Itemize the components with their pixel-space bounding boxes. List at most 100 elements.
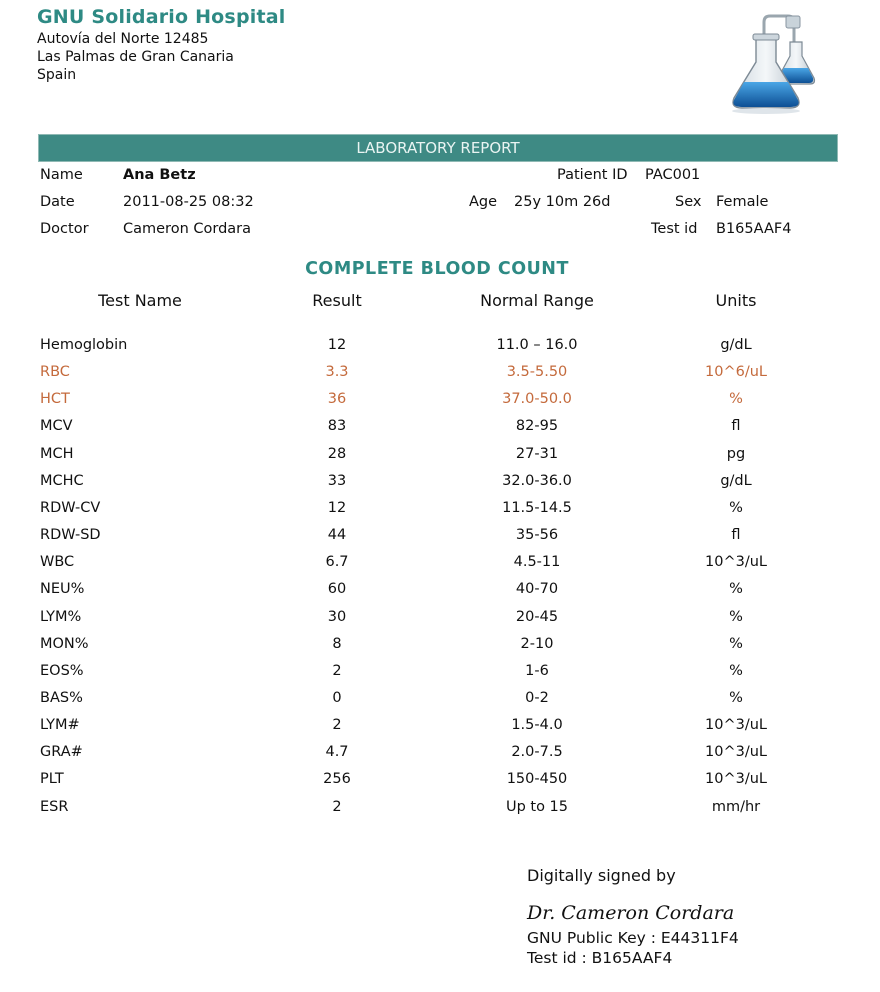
hospital-address-line-1: Autovía del Norte 12485 [37, 31, 209, 47]
signature-name: Dr. Cameron Cordara [527, 902, 735, 924]
result-cell: 2 [332, 662, 342, 679]
normal-range-cell: 40-70 [515, 581, 559, 598]
units-cell: % [729, 499, 743, 516]
date-label: Date [40, 194, 75, 210]
result-cell: 2 [332, 717, 342, 734]
units-cell: 10^3/uL [705, 554, 767, 571]
test-name-cell: EOS% [40, 662, 84, 679]
result-cell: 256 [323, 771, 351, 788]
normal-range-cell: 150-450 [506, 771, 568, 788]
table-row: WBC 6.7 4.5-11 10^3/uL [0, 554, 880, 581]
laboratory-flasks-icon [732, 14, 816, 114]
table-row: MCH 28 27-31 pg [0, 446, 880, 473]
result-cell: 36 [327, 391, 347, 408]
result-cell: 6.7 [325, 554, 349, 571]
table-row: GRA# 4.7 2.0-7.5 10^3/uL [0, 744, 880, 771]
normal-range-cell: 1-6 [525, 662, 549, 679]
test-name-cell: WBC [40, 554, 75, 571]
table-row: RDW-SD 44 35-56 fl [0, 527, 880, 554]
test-name-cell: HCT [40, 391, 70, 408]
test-name-cell: GRA# [40, 744, 83, 761]
hospital-name: GNU Solidario Hospital [37, 6, 286, 28]
normal-range-cell: 1.5-4.0 [511, 717, 563, 734]
result-cell: 12 [327, 337, 347, 353]
test-name-cell: PLT [40, 771, 64, 788]
units-cell: mm/hr [711, 798, 761, 815]
table-row: HCT 36 37.0-50.0% [0, 391, 880, 418]
test-id-value: B165AAF4 [716, 221, 792, 237]
test-name-cell: MCV [40, 418, 73, 435]
normal-range-cell: 37.0-50.0 [502, 391, 572, 408]
patient-id-value: PAC001 [645, 167, 701, 183]
result-cell: 33 [327, 472, 347, 489]
table-row: Hemoglobin 12 11.0 – 16.0 g/dL [0, 337, 880, 364]
normal-range-cell: 82-95 [515, 418, 559, 435]
normal-range-cell: 20-45 [515, 608, 559, 625]
hospital-address-line-3: Spain [37, 67, 77, 83]
normal-range-cell: 11.0 – 16.0 [496, 337, 578, 353]
test-name-cell: MCH [40, 445, 74, 462]
test-name-cell: MCHC [40, 472, 84, 489]
normal-range-cell: 11.5-14.5 [502, 499, 572, 516]
result-cell: 4.7 [325, 744, 349, 761]
result-cell: 12 [327, 499, 347, 516]
test-name-cell: RBC [40, 364, 70, 381]
patient-name: Ana Betz [123, 167, 196, 183]
sex-value: Female [716, 194, 769, 210]
result-cell: 44 [327, 527, 347, 544]
signature-public-key: GNU Public Key : E44311F4 [527, 929, 739, 947]
units-cell: % [729, 608, 743, 625]
result-cell: 60 [327, 581, 347, 598]
hospital-address-line-2: Las Palmas de Gran Canaria [37, 49, 234, 65]
doctor-value: Cameron Cordara [123, 221, 252, 237]
normal-range-cell: 2.0-7.5 [511, 744, 563, 761]
doctor-label: Doctor [40, 221, 89, 237]
date-value: 2011-08-25 08:32 [123, 194, 254, 210]
result-cell: 30 [327, 608, 347, 625]
age-value: 25y 10m 26d [514, 194, 611, 210]
units-cell: % [729, 689, 743, 706]
result-cell: 28 [327, 445, 347, 462]
normal-range-cell: 27-31 [515, 445, 559, 462]
column-header-normal-range: Normal Range [480, 291, 594, 310]
normal-range-cell: 3.5-5.50 [506, 364, 568, 381]
table-row: LYM# 2 1.5-4.0 10^3/uL [0, 717, 880, 744]
normal-range-cell: 4.5-11 [513, 554, 561, 571]
table-row: PLT 256 150-450 10^3/uL [0, 771, 880, 798]
normal-range-cell: Up to 15 [505, 798, 569, 815]
column-header-test-name: Test Name [98, 291, 182, 310]
normal-range-cell: 0-2 [525, 689, 549, 706]
result-cell: 0 [332, 689, 342, 706]
table-row: EOS% 2 1-6% [0, 663, 880, 690]
signature-label: Digitally signed by [527, 866, 676, 885]
normal-range-cell: 2-10 [520, 635, 554, 652]
report-title-banner: LABORATORY REPORT [38, 134, 838, 162]
age-label: Age [469, 194, 498, 210]
test-name-cell: LYM# [40, 717, 80, 734]
column-header-units: Units [715, 291, 757, 310]
units-cell: 10^3/uL [705, 771, 767, 788]
section-title: COMPLETE BLOOD COUNT [305, 259, 569, 279]
units-cell: fl [731, 527, 741, 544]
test-name-cell: Hemoglobin [40, 337, 128, 353]
normal-range-cell: 32.0-36.0 [502, 472, 572, 489]
table-row: RDW-CV 12 11.5-14.5% [0, 500, 880, 527]
table-row: NEU% 60 40-70% [0, 581, 880, 608]
units-cell: g/dL [720, 337, 752, 353]
table-row: LYM% 30 20-45% [0, 609, 880, 636]
test-name-cell: MON% [40, 635, 89, 652]
result-cell: 3.3 [325, 364, 349, 381]
units-cell: 10^3/uL [705, 744, 767, 761]
test-name-cell: RDW-CV [40, 499, 101, 516]
test-id-label: Test id [651, 221, 698, 237]
units-cell: g/dL [720, 472, 752, 489]
units-cell: 10^3/uL [705, 717, 767, 734]
patient-id-label: Patient ID [557, 167, 628, 183]
normal-range-cell: 35-56 [515, 527, 559, 544]
table-row: MCV 83 82-95 fl [0, 418, 880, 445]
test-name-cell: LYM% [40, 608, 82, 625]
table-row: MON% 8 2-10% [0, 636, 880, 663]
column-header-result: Result [312, 291, 362, 310]
result-cell: 83 [327, 418, 347, 435]
